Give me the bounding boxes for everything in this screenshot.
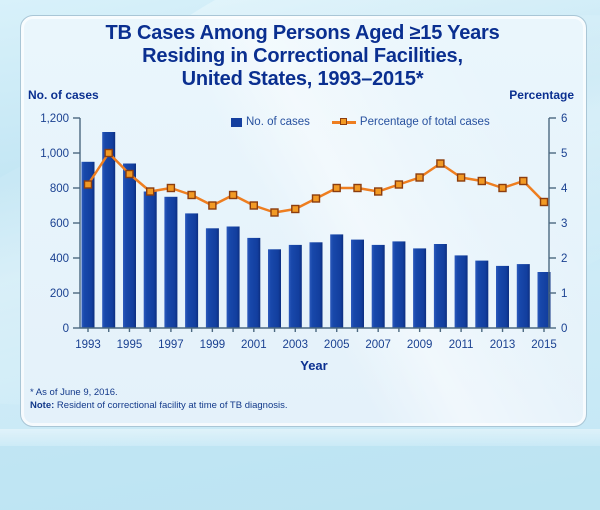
background-band <box>0 429 600 446</box>
legend-label-percentage: Percentage of total cases <box>359 116 490 128</box>
left-axis-title: No. of cases <box>28 88 99 102</box>
footnote-asterisk: * As of June 9, 2016. <box>30 387 118 398</box>
right-axis-title: Percentage <box>509 88 574 102</box>
line-swatch-marker-icon <box>339 117 347 125</box>
legend-item-percentage: Percentage of total cases <box>331 116 490 128</box>
footnote-note-text: Resident of correctional facility at tim… <box>56 400 288 411</box>
footnotes: * As of June 9, 2016. Note: Resident of … <box>30 386 288 412</box>
bar-series-swatch-icon <box>231 117 242 127</box>
chart-title-line-3: United States, 1993–2015* <box>181 68 424 90</box>
chart-title-line-2: Residing in Correctional Facilities, <box>142 45 463 67</box>
line-series-swatch-icon <box>331 117 356 127</box>
background-band <box>0 446 600 510</box>
footnote-note: Note: Resident of correctional facility … <box>30 399 288 412</box>
chart-legend: No. of cases Percentage of total cases <box>231 116 490 128</box>
chart-title-line-1: TB Cases Among Persons Aged ≥15 Years <box>105 22 500 44</box>
chart-title: TB Cases Among Persons Aged ≥15 Years Re… <box>20 22 585 91</box>
x-axis-title: Year <box>300 358 328 373</box>
footnote-note-label: Note: <box>30 400 55 411</box>
legend-item-cases: No. of cases <box>231 116 310 128</box>
legend-label-cases: No. of cases <box>246 116 310 128</box>
